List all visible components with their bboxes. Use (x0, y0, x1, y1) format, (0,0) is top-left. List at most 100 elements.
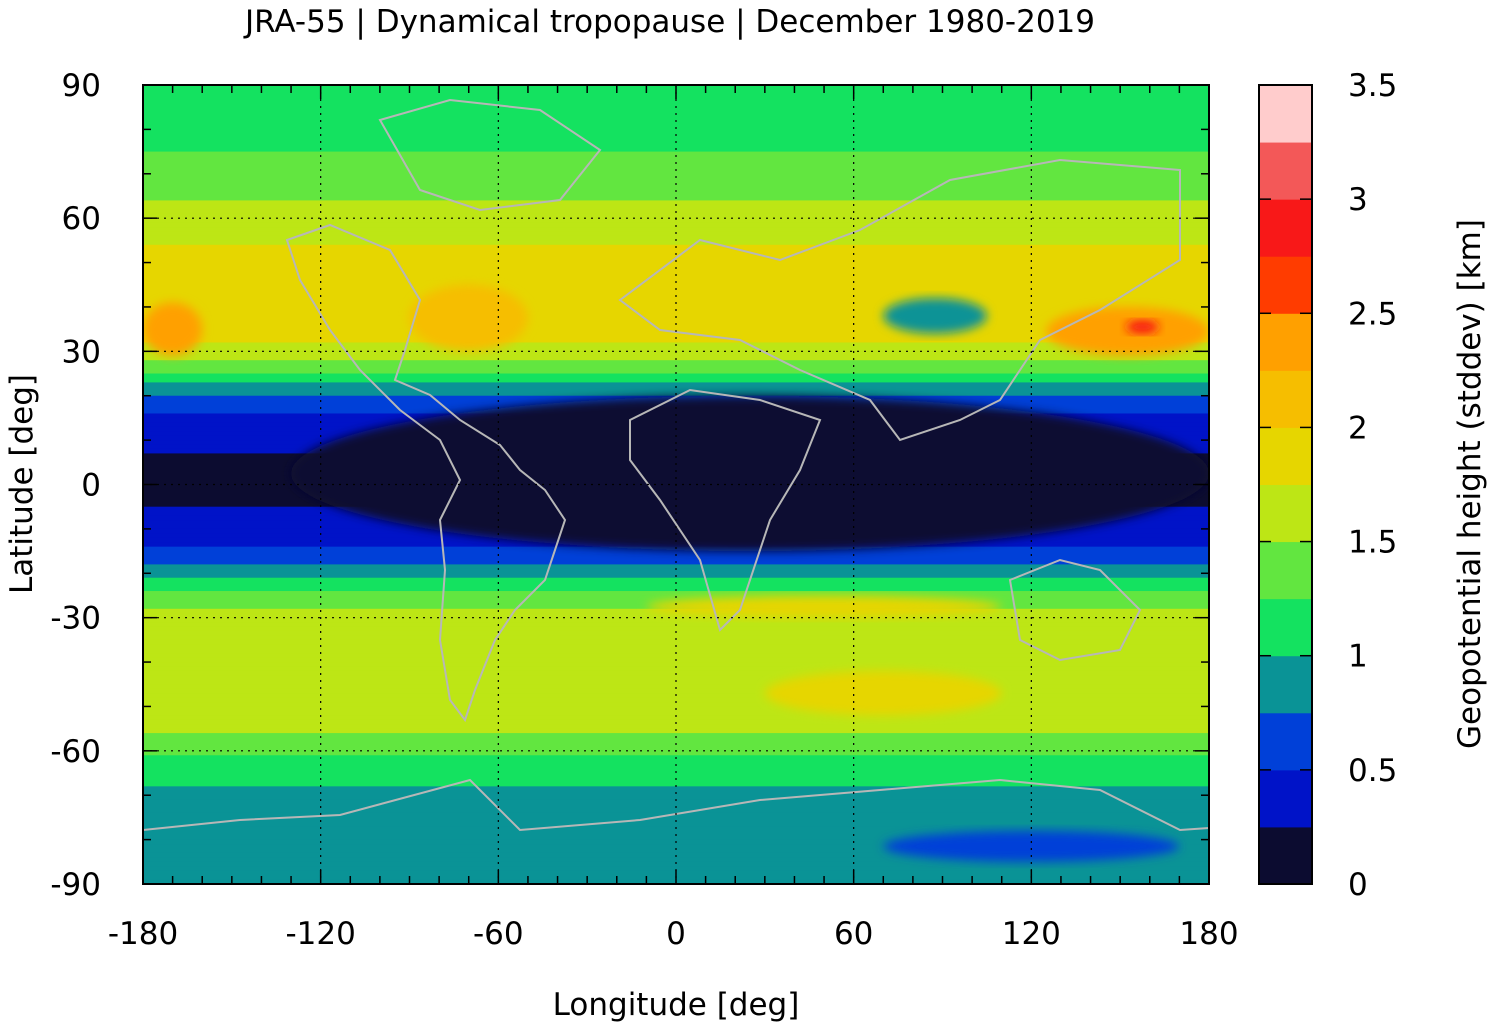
tropical-minimum (291, 395, 1209, 552)
colorbar-swatch (1259, 142, 1312, 200)
zonal-band (143, 781, 1209, 787)
zonal-band (143, 218, 1209, 224)
chart-title: JRA-55 | Dynamical tropopause | December… (244, 4, 1096, 40)
zonal-band (143, 737, 1209, 743)
antarctic-minimum (883, 830, 1180, 862)
zonal-band (143, 715, 1209, 721)
zonal-band (143, 728, 1209, 734)
zonal-band (143, 364, 1209, 370)
zonal-band (143, 200, 1209, 206)
y-tick-label: 60 (62, 201, 101, 237)
zonal-band (143, 697, 1209, 703)
zonal-band (143, 817, 1209, 823)
colorbar-swatch (1259, 712, 1312, 771)
zonal-band (143, 271, 1209, 277)
x-tick-label: -180 (108, 916, 178, 952)
colorbar-tick-label: 1.5 (1348, 525, 1397, 561)
colorbar-tick-label: 2 (1348, 410, 1368, 446)
zonal-band (143, 249, 1209, 255)
zonal-band (143, 382, 1209, 388)
zonal-band (143, 262, 1209, 268)
zonal-band (143, 187, 1209, 193)
zonal-band (143, 284, 1209, 290)
colorbar-axis: 0 0.5 1 1.5 2 2.5 3 3.5 (1259, 68, 1397, 903)
colorbar-swatch (1259, 769, 1312, 828)
zonal-band (143, 857, 1209, 863)
zonal-band (143, 373, 1209, 379)
zonal-band (143, 156, 1209, 162)
zonal-band (143, 315, 1209, 321)
y-axis-title: Latitude [deg] (4, 374, 40, 594)
zonal-band (143, 675, 1209, 681)
zonal-band (143, 298, 1209, 304)
zonal-band (143, 773, 1209, 779)
zonal-band (143, 759, 1209, 765)
zonal-band (143, 107, 1209, 113)
zonal-band (143, 138, 1209, 144)
zonal-band (143, 302, 1209, 308)
zonal-band (143, 386, 1209, 392)
x-axis: -180 -120 -60 0 60 120 180 (108, 85, 1239, 952)
x-tick-label: 60 (834, 916, 873, 952)
colorbar-swatch (1259, 85, 1312, 143)
zonal-band (143, 151, 1209, 157)
west-pacific-peak (1126, 320, 1159, 334)
zonal-band (143, 821, 1209, 827)
x-tick-label: -120 (285, 916, 355, 952)
zonal-band (143, 724, 1209, 730)
zonal-band (143, 835, 1209, 841)
colorbar-tick-label: 1 (1348, 639, 1368, 675)
zonal-band (143, 626, 1209, 632)
zonal-band (143, 129, 1209, 135)
colorbar-tick-label: 3.5 (1348, 68, 1397, 104)
zonal-band (143, 764, 1209, 770)
zonal-band (143, 320, 1209, 326)
colorbar-title: Geopotential height (stddev) [km] (1452, 219, 1488, 749)
colorbar-tick-label: 3 (1348, 182, 1368, 218)
zonal-band (143, 746, 1209, 752)
zonal-band (143, 750, 1209, 756)
zonal-band (143, 275, 1209, 281)
zonal-band (143, 235, 1209, 241)
colorbar-tick-label: 0.5 (1348, 753, 1397, 789)
colorbar-swatch (1259, 598, 1312, 657)
north-pacific-max (143, 302, 203, 356)
zonal-band (143, 684, 1209, 690)
zonal-band (143, 830, 1209, 836)
x-tick-label: 180 (1179, 916, 1238, 952)
y-tick-label: -90 (50, 867, 101, 903)
zonal-band (143, 311, 1209, 317)
zonal-band (143, 648, 1209, 654)
x-tick-label: 0 (666, 916, 686, 952)
zonal-band (143, 191, 1209, 197)
y-tick-label: -30 (50, 601, 101, 637)
colorbar-swatch (1259, 655, 1312, 714)
colorbar-swatch (1259, 427, 1312, 485)
colorbar-swatch (1259, 541, 1312, 600)
x-tick-label: 120 (1002, 916, 1061, 952)
zonal-band (143, 639, 1209, 645)
zonal-band (143, 812, 1209, 819)
zonal-band (143, 142, 1209, 148)
colorbar-tick-label: 2.5 (1348, 296, 1397, 332)
zonal-band (143, 795, 1209, 801)
colorbar-swatch (1259, 484, 1312, 543)
zonal-band (143, 630, 1209, 637)
zonal-band (143, 555, 1209, 561)
zonal-band (143, 253, 1209, 259)
zonal-band (143, 266, 1209, 273)
zonal-band (143, 178, 1209, 184)
grid-lines (143, 85, 1209, 884)
y-tick-label: -60 (50, 734, 101, 770)
zonal-band (143, 617, 1209, 623)
zonal-band (143, 369, 1209, 375)
x-axis-title: Longitude [deg] (553, 987, 800, 1023)
colorbar-swatch (1259, 199, 1312, 257)
zonal-band (143, 227, 1209, 233)
zonal-band (143, 551, 1209, 557)
zonal-band (143, 591, 1209, 597)
y-tick-label: 90 (62, 68, 101, 104)
zonal-band (143, 733, 1209, 739)
zonal-band (143, 568, 1209, 574)
